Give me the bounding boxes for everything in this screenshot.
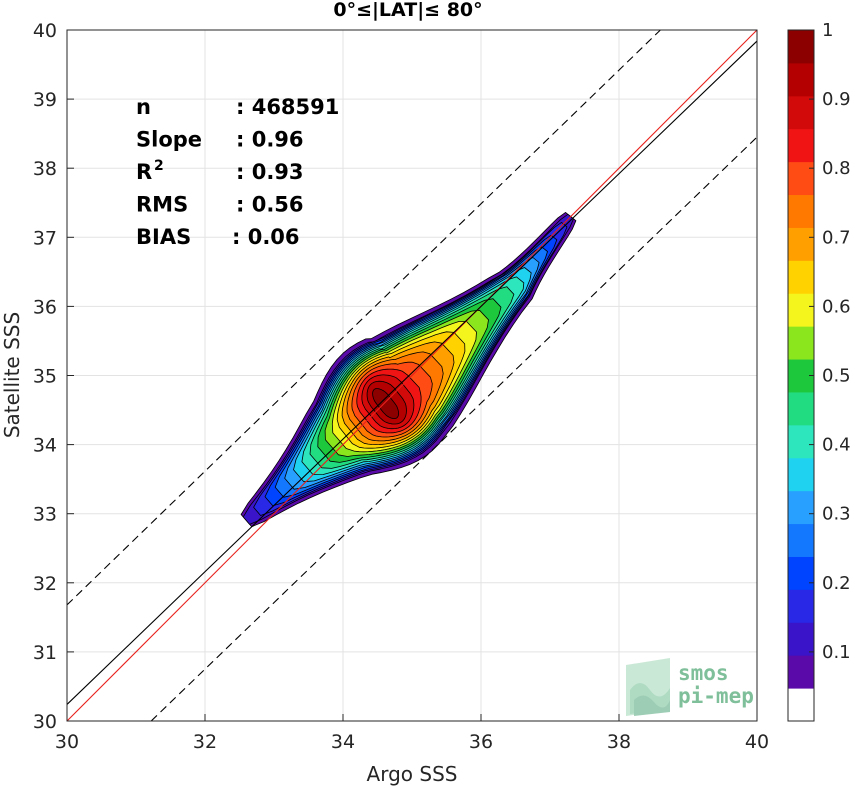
- colorbar-segment: [788, 260, 814, 294]
- stats-box: n : 468591 Slope : 0.96 R 2 : 0.93 RMS : 0.56 BIA…: [136, 95, 339, 249]
- y-tick-label: 38: [33, 158, 57, 180]
- y-tick-label: 37: [33, 227, 57, 249]
- logo-text-smos: smos: [678, 661, 729, 685]
- one-to-one-line: [67, 30, 757, 721]
- chart-title: 0°≤|LAT|≤ 80°: [333, 0, 482, 21]
- stat-value: : 0.06: [232, 225, 300, 249]
- x-tick-label: 36: [469, 731, 493, 753]
- colorbar-tick-label: 0.3: [822, 504, 851, 525]
- colorbar-segment: [788, 622, 814, 656]
- y-tick-label: 35: [33, 366, 57, 388]
- stat-value: : 0.93: [236, 160, 304, 184]
- logo-mark: [626, 658, 670, 716]
- fit-lines: [67, 30, 757, 721]
- stat-value: : 468591: [236, 95, 339, 119]
- stat-label: BIAS: [136, 225, 191, 249]
- stat-label: Slope: [136, 128, 202, 152]
- colorbar-tick-label: 0.2: [822, 573, 851, 594]
- x-axis-label: Argo SSS: [367, 762, 458, 786]
- y-tick-label: 32: [33, 573, 57, 595]
- stat-value: : 0.56: [236, 193, 304, 217]
- colorbar-tick-label: 0.8: [822, 158, 851, 179]
- colorbar-tick-label: 0.9: [822, 89, 851, 110]
- y-tick-label: 34: [33, 435, 57, 457]
- stat-label: RMS: [136, 193, 188, 217]
- upper-bound-line: [67, 30, 661, 606]
- colorbar-segment: [788, 326, 814, 360]
- x-axis: 30 32 34 36 38 40: [55, 714, 769, 753]
- colorbar-segment: [788, 30, 814, 64]
- smos-pi-mep-logo: smos pi-mep: [626, 658, 754, 716]
- colorbar-tick-label: 0.6: [822, 296, 851, 317]
- y-tick-label: 30: [33, 711, 57, 733]
- x-tick-label: 32: [193, 731, 217, 753]
- y-tick-label: 39: [33, 89, 57, 111]
- colorbar-tick-label: 0.1: [822, 642, 851, 663]
- y-tick-label: 31: [33, 642, 57, 664]
- lower-bound-line: [150, 136, 757, 721]
- colorbar-segment: [788, 62, 814, 97]
- colorbar-segment: [788, 688, 814, 722]
- regression-line: [67, 40, 757, 705]
- colorbar-segment: [788, 194, 814, 228]
- y-axis: 30 31 32 33 34 35 36 37 38 39 40: [33, 20, 74, 733]
- colorbar-segment: [788, 556, 814, 590]
- colorbar: 0.1 0.2 0.3 0.4 0.5 0.6 0.7 0.8 0.9 1: [787, 20, 851, 722]
- y-tick-label: 40: [33, 20, 57, 42]
- colorbar-tick-label: 0.4: [822, 435, 851, 456]
- colorbar-segment: [788, 95, 814, 130]
- stat-label: n: [136, 95, 151, 119]
- stat-label-superscript: 2: [154, 158, 164, 174]
- colorbar-segment: [788, 161, 814, 196]
- colorbar-segment: [788, 227, 814, 261]
- y-axis-label: Satellite SSS: [0, 312, 24, 438]
- colorbar-segment: [788, 490, 814, 525]
- x-tick-label: 40: [745, 731, 769, 753]
- colorbar-segment: [788, 589, 814, 623]
- x-tick-label: 34: [331, 731, 355, 753]
- colorbar-tick-label: 1: [822, 20, 833, 41]
- colorbar-tick-label: 0.7: [822, 227, 851, 248]
- y-tick-label: 33: [33, 504, 57, 526]
- colorbar-segment: [788, 391, 814, 426]
- colorbar-segment: [788, 293, 814, 327]
- logo-text-pi-mep: pi-mep: [678, 684, 754, 708]
- colorbar-segment: [788, 424, 814, 459]
- x-tick-label: 38: [607, 731, 631, 753]
- stat-value: : 0.96: [236, 128, 304, 152]
- stat-label: R: [136, 160, 152, 184]
- colorbar-segment: [788, 128, 814, 163]
- colorbar-segment: [788, 457, 814, 492]
- colorbar-tick-label: 0.5: [822, 366, 851, 387]
- colorbar-segment: [788, 655, 814, 689]
- x-tick-label: 30: [55, 731, 79, 753]
- colorbar-segment: [788, 523, 814, 557]
- density-contour-level: [372, 388, 399, 419]
- y-tick-label: 36: [33, 296, 57, 318]
